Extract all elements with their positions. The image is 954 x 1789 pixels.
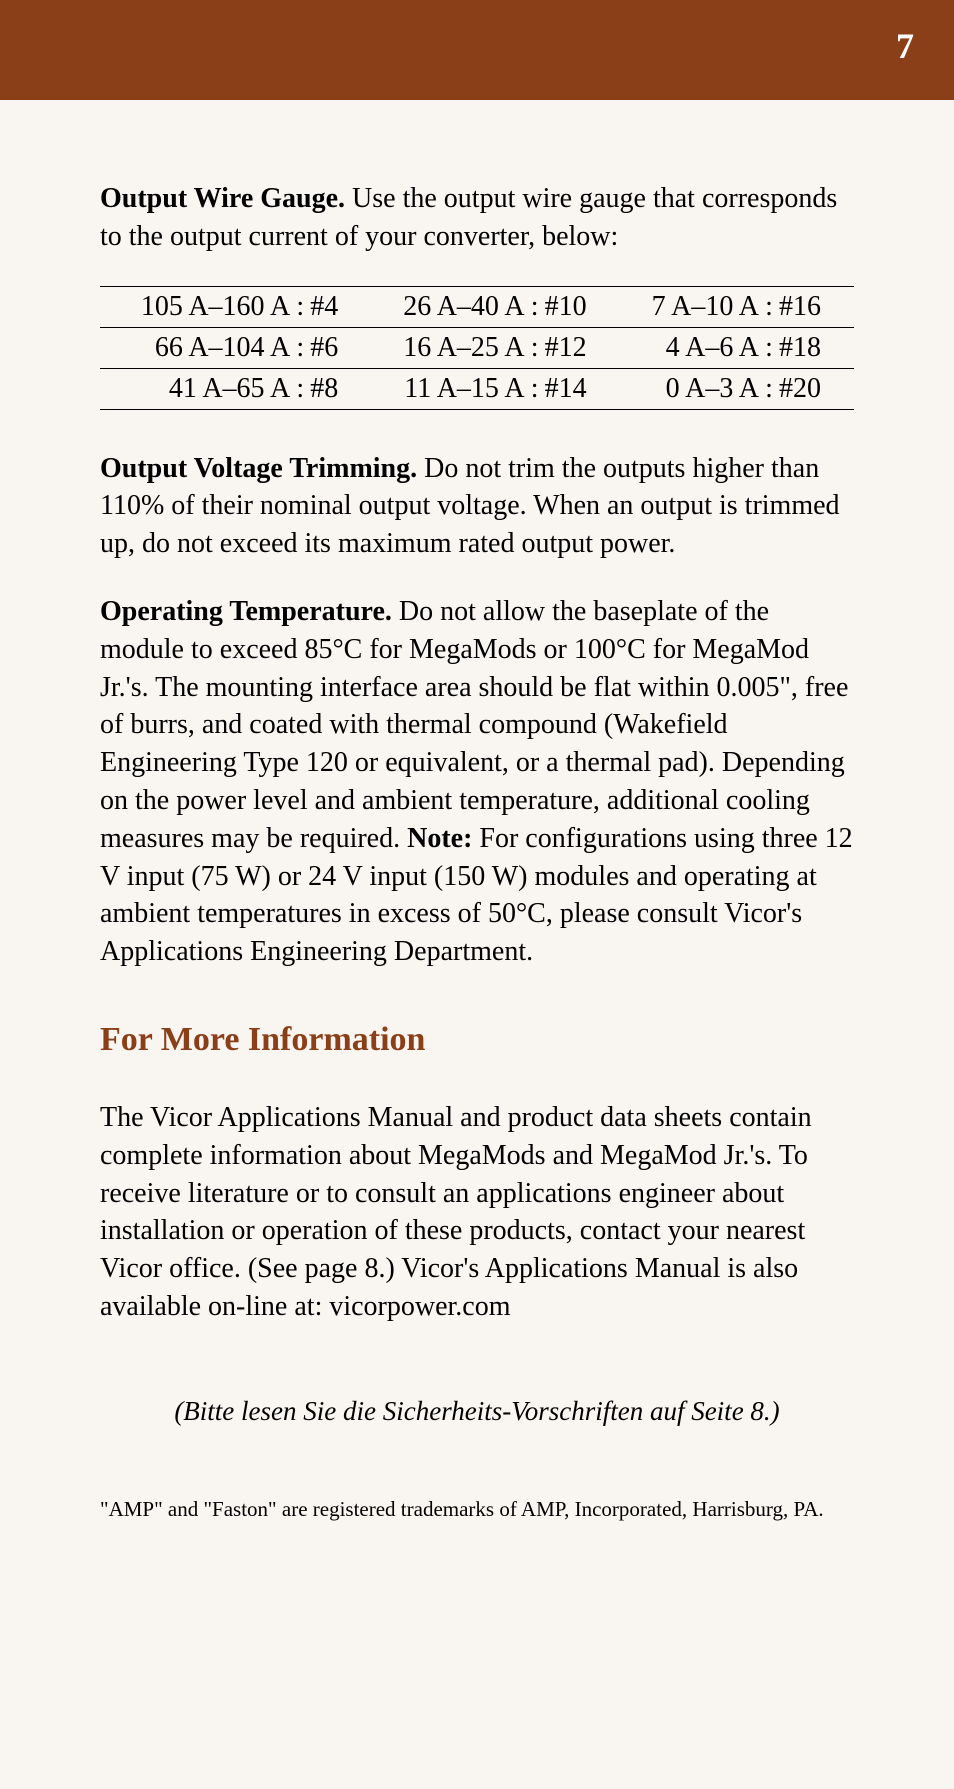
cell-gauge: #8 [310,368,368,409]
cell-colon: : [290,368,310,409]
cell-range: 4 A–6 A [620,327,759,368]
more-info-heading: For More Information [100,1021,854,1059]
cell-gauge: #12 [545,327,620,368]
table-row: 66 A–104 A : #6 16 A–25 A : #12 4 A–6 A … [100,327,854,368]
operating-temperature-text1: Do not allow the baseplate of the module… [100,596,848,854]
cell-colon: : [525,327,545,368]
wire-gauge-heading: Output Wire Gauge. [100,183,345,214]
cell-gauge: #6 [310,327,368,368]
cell-colon: : [290,286,310,327]
table-row: 105 A–160 A : #4 26 A–40 A : #10 7 A–10 … [100,286,854,327]
cell-gauge: #16 [779,286,854,327]
cell-range: 11 A–15 A [368,368,524,409]
cell-range: 66 A–104 A [100,327,290,368]
wire-gauge-table: 105 A–160 A : #4 26 A–40 A : #10 7 A–10 … [100,286,854,410]
cell-range: 26 A–40 A [368,286,524,327]
german-safety-note: (Bitte lesen Sie die Sicherheits-Vorschr… [100,1396,854,1427]
cell-gauge: #14 [545,368,620,409]
cell-range: 0 A–3 A [620,368,759,409]
more-info-text: The Vicor Applications Manual and produc… [100,1099,854,1326]
page-number: 7 [896,25,914,67]
cell-gauge: #10 [545,286,620,327]
cell-range: 7 A–10 A [620,286,759,327]
cell-colon: : [759,327,779,368]
cell-colon: : [525,286,545,327]
cell-gauge: #18 [779,327,854,368]
note-label: Note: [407,823,472,854]
cell-colon: : [759,286,779,327]
voltage-trimming-heading: Output Voltage Trimming. [100,453,417,484]
cell-gauge: #20 [779,368,854,409]
cell-colon: : [290,327,310,368]
cell-colon: : [759,368,779,409]
cell-range: 16 A–25 A [368,327,524,368]
cell-colon: : [525,368,545,409]
voltage-trimming-para: Output Voltage Trimming. Do not trim the… [100,450,854,563]
trademark-footnote: "AMP" and "Faston" are registered tradem… [100,1497,854,1522]
cell-gauge: #4 [310,286,368,327]
page-content: Output Wire Gauge. Use the output wire g… [0,100,954,1562]
header-bar: 7 [0,0,954,100]
operating-temperature-para: Operating Temperature. Do not allow the … [100,593,854,971]
cell-range: 105 A–160 A [100,286,290,327]
table-row: 41 A–65 A : #8 11 A–15 A : #14 0 A–3 A :… [100,368,854,409]
operating-temperature-heading: Operating Temperature. [100,596,392,627]
wire-gauge-intro: Output Wire Gauge. Use the output wire g… [100,180,854,256]
cell-range: 41 A–65 A [100,368,290,409]
